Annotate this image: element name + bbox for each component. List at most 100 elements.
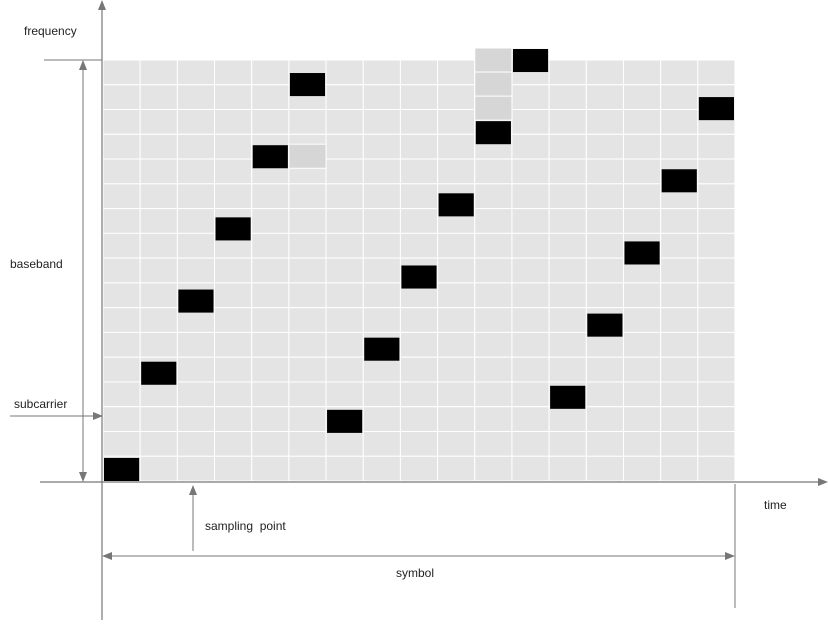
hop-blocks — [104, 48, 734, 481]
grid-cell — [139, 84, 178, 111]
highlight-cells — [288, 47, 513, 169]
grid-cell — [251, 430, 290, 457]
grid-cell — [585, 183, 624, 210]
grid-cell — [362, 455, 401, 482]
grid-cell — [176, 430, 216, 457]
grid-cell — [176, 257, 216, 284]
hop-block — [364, 337, 400, 361]
grid-cell — [437, 356, 476, 383]
grid-cell — [362, 381, 401, 408]
highlight-cell — [474, 95, 513, 121]
symbol-arrow-right — [725, 552, 735, 560]
hop-block — [661, 169, 697, 193]
grid-cell — [362, 257, 401, 284]
hop-block — [550, 385, 586, 409]
grid-cell — [102, 331, 141, 358]
grid-cell — [139, 208, 178, 234]
grid-cell — [697, 282, 736, 309]
grid-cell — [548, 109, 587, 135]
grid-cell — [474, 406, 513, 432]
grid-cell — [325, 59, 364, 86]
grid-cell — [325, 84, 364, 111]
grid-cell — [697, 455, 736, 482]
grid-cell — [697, 331, 736, 358]
grid-cell — [288, 356, 327, 383]
grid-cell — [288, 307, 327, 333]
grid-cell — [176, 208, 216, 234]
grid-cell — [474, 455, 513, 482]
grid-cell — [622, 133, 662, 160]
grid-cell — [697, 232, 736, 259]
grid-cell — [214, 133, 253, 160]
grid-cell — [474, 356, 513, 383]
grid-cell — [585, 430, 624, 457]
grid-cell — [585, 381, 624, 408]
grid-cell — [325, 430, 364, 457]
grid-cell — [437, 381, 476, 408]
grid-cell — [660, 232, 699, 259]
hop-block — [141, 361, 177, 385]
grid-cell — [660, 282, 699, 309]
grid-cell — [399, 430, 439, 457]
grid-cell — [325, 158, 364, 185]
grid-cell — [399, 381, 439, 408]
grid-cell — [102, 158, 141, 185]
grid-cell — [474, 257, 513, 284]
grid-cell — [251, 257, 290, 284]
frequency-label: frequency — [24, 24, 77, 38]
grid-cell — [622, 158, 662, 185]
grid-cell — [697, 356, 736, 383]
grid-cell — [697, 158, 736, 185]
grid-cell — [139, 109, 178, 135]
grid-cell — [622, 282, 662, 309]
grid-cell — [362, 430, 401, 457]
grid-cell — [362, 133, 401, 160]
grid-cell — [697, 430, 736, 457]
grid-cell — [585, 133, 624, 160]
grid-cell — [399, 232, 439, 259]
grid-cell — [325, 307, 364, 333]
grid-cell — [437, 455, 476, 482]
grid-cell — [102, 133, 141, 160]
grid-cell — [511, 356, 550, 383]
grid-cell — [176, 84, 216, 111]
grid-cell — [622, 381, 662, 408]
grid-cell — [511, 455, 550, 482]
grid-cell — [214, 356, 253, 383]
grid-cell — [622, 208, 662, 234]
frequency-axis-arrowhead — [98, 0, 106, 10]
grid-cell — [474, 282, 513, 309]
grid-cell — [511, 84, 550, 111]
grid-cell — [102, 307, 141, 333]
grid-cell — [288, 282, 327, 309]
grid-cell — [139, 307, 178, 333]
grid-cell — [176, 331, 216, 358]
grid-cell — [548, 257, 587, 284]
grid-cell — [102, 183, 141, 210]
grid-cell — [251, 208, 290, 234]
grid-cell — [176, 356, 216, 383]
grid-cell — [325, 331, 364, 358]
hop-block — [438, 193, 474, 217]
highlight-cell — [474, 71, 513, 97]
grid-cell — [251, 406, 290, 432]
hop-block — [327, 409, 363, 433]
grid-cell — [622, 356, 662, 383]
grid-cell — [102, 282, 141, 309]
grid-cell — [288, 232, 327, 259]
grid-cell — [102, 406, 141, 432]
grid-cell — [325, 381, 364, 408]
symbol-label: symbol — [396, 566, 434, 580]
grid-cell — [585, 59, 624, 86]
highlight-cell — [288, 143, 327, 169]
time-frequency-grid — [102, 59, 736, 482]
grid-cell — [176, 109, 216, 135]
grid-cell — [288, 208, 327, 234]
grid-cell — [697, 183, 736, 210]
grid-cell — [399, 208, 439, 234]
grid-cell — [102, 381, 141, 408]
grid-cell — [102, 59, 141, 86]
grid-cell — [214, 109, 253, 135]
grid-cell — [437, 59, 476, 86]
grid-cell — [437, 84, 476, 111]
